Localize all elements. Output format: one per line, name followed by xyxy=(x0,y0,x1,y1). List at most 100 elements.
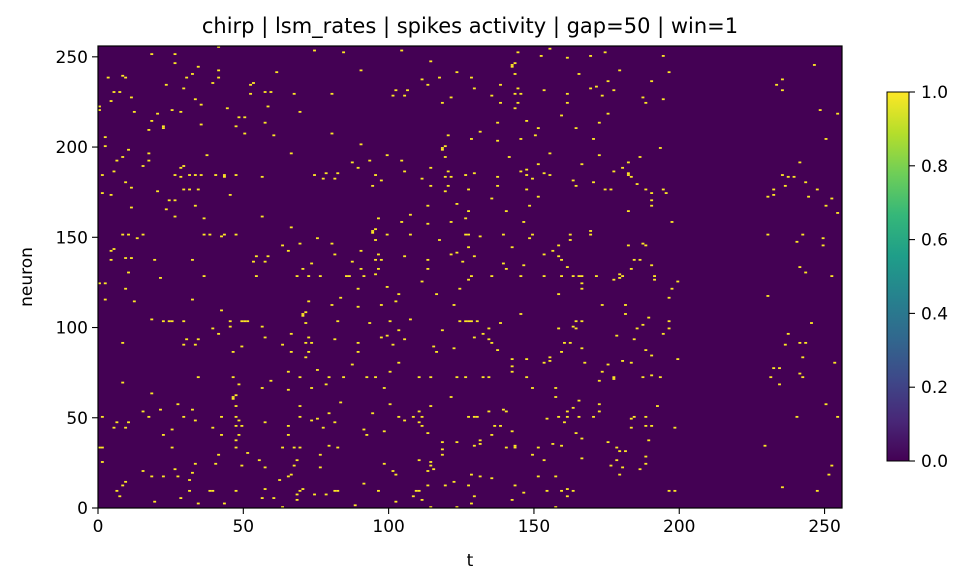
spike-cell xyxy=(173,62,177,65)
spike-cell xyxy=(377,253,380,256)
spike-cell xyxy=(103,136,107,139)
spike-cell xyxy=(513,107,517,110)
spike-cell xyxy=(269,91,273,93)
spike-cell xyxy=(565,92,569,95)
spike-cell xyxy=(426,83,430,86)
spike-cell xyxy=(577,73,581,75)
spike-cell xyxy=(603,188,607,191)
spike-cell xyxy=(182,320,186,323)
spike-cell xyxy=(188,489,191,492)
spike-cell xyxy=(455,441,459,444)
spike-cell xyxy=(490,341,494,344)
spike-cell xyxy=(243,116,247,119)
spike-cell xyxy=(365,434,369,436)
spike-cell xyxy=(278,479,282,481)
spike-cell xyxy=(519,170,523,173)
spike-cell xyxy=(653,278,656,281)
spike-cell xyxy=(435,293,439,296)
spike-cell xyxy=(141,233,145,236)
spike-cell xyxy=(571,179,575,182)
spike-cell xyxy=(237,434,241,436)
spike-cell xyxy=(661,55,665,57)
spike-cell xyxy=(173,174,177,176)
spike-cell xyxy=(336,320,340,323)
x-tick-label: 200 xyxy=(663,517,695,537)
spike-cell xyxy=(417,459,421,462)
y-tick-label: 200 xyxy=(56,138,88,158)
spike-cell xyxy=(217,69,221,72)
spike-cell xyxy=(624,313,627,315)
spike-cell xyxy=(286,475,290,478)
spike-cell xyxy=(313,174,316,176)
spike-cell xyxy=(397,329,401,332)
spike-cell xyxy=(443,156,447,158)
spike-cell xyxy=(182,343,186,346)
spike-cell xyxy=(176,475,180,478)
spike-cell xyxy=(798,341,802,344)
spike-cell xyxy=(554,475,558,478)
spike-cell xyxy=(786,332,790,335)
x-tick-label: 250 xyxy=(808,517,840,537)
spike-cell xyxy=(307,275,311,277)
spike-cell xyxy=(260,387,264,389)
spike-cell xyxy=(815,489,819,492)
spike-cell xyxy=(164,83,168,86)
spike-cell xyxy=(542,361,546,364)
spike-cell xyxy=(362,428,366,431)
spike-cell xyxy=(100,446,104,449)
spike-cell xyxy=(629,417,633,420)
spike-cell xyxy=(658,376,662,379)
spike-cell xyxy=(214,174,218,176)
spike-cell xyxy=(528,204,532,207)
spike-cell xyxy=(804,271,808,274)
spike-cell xyxy=(560,444,563,447)
spike-cell xyxy=(408,233,412,236)
spike-cell xyxy=(307,336,311,339)
spike-cell xyxy=(170,446,174,449)
spike-cell xyxy=(635,183,639,185)
spike-cell xyxy=(121,156,125,158)
spike-cell xyxy=(606,363,610,366)
spike-cell xyxy=(475,320,479,323)
spike-cell xyxy=(490,94,494,97)
spike-cell xyxy=(304,322,308,324)
spike-cell xyxy=(449,221,453,223)
spike-cell xyxy=(385,286,389,288)
spike-cell xyxy=(565,56,569,59)
spike-cell xyxy=(150,119,154,122)
spike-cell xyxy=(217,453,221,456)
spike-cell xyxy=(513,446,517,449)
spike-cell xyxy=(141,470,145,472)
spike-cell xyxy=(199,174,203,176)
spike-cell xyxy=(388,370,392,373)
spike-cell xyxy=(499,322,502,324)
spike-cell xyxy=(638,468,642,471)
spike-cell xyxy=(368,159,372,162)
spike-cell xyxy=(246,320,250,323)
spike-cell xyxy=(318,275,322,277)
spike-cell xyxy=(780,486,784,489)
spike-cell xyxy=(426,432,430,435)
spike-cell xyxy=(234,125,238,128)
spike-cell xyxy=(185,76,189,79)
spike-cell xyxy=(510,430,514,433)
spike-cell xyxy=(191,471,194,474)
spike-cell xyxy=(580,457,584,460)
spike-cell xyxy=(594,85,598,88)
spike-cell xyxy=(525,358,529,361)
colorbar xyxy=(886,91,910,462)
spike-cell xyxy=(272,497,276,499)
y-tick-label: 100 xyxy=(56,319,88,339)
spike-cell xyxy=(295,459,299,462)
spike-cell xyxy=(435,350,439,353)
spike-cell xyxy=(574,320,578,323)
spike-cell xyxy=(359,143,363,146)
spike-cell xyxy=(173,199,177,202)
spike-cell xyxy=(121,341,125,344)
spike-cell xyxy=(211,426,215,429)
spike-cell xyxy=(597,379,601,382)
spike-cell xyxy=(234,394,238,397)
spike-cell xyxy=(795,415,799,418)
spike-cell xyxy=(292,92,296,95)
spike-cell xyxy=(525,376,529,379)
